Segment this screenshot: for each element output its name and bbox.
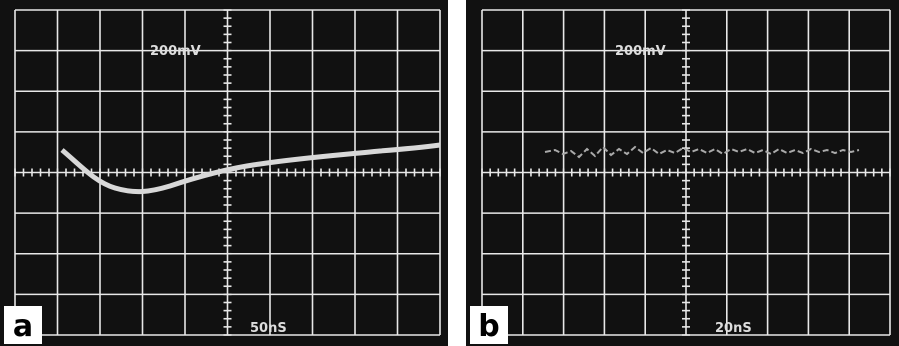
volts-label: 200mV	[150, 44, 201, 59]
page: 200mV 50nS a 200mV 20nS b (() => { const…	[0, 0, 899, 346]
panel-b: 200mV 20nS b	[466, 0, 899, 346]
figure: 200mV 50nS a 200mV 20nS b	[0, 0, 899, 346]
panel-a: 200mV 50nS a	[0, 0, 448, 346]
panel-label: b	[478, 309, 499, 344]
panel-label: a	[13, 309, 33, 344]
time-label: 50nS	[250, 321, 287, 336]
volts-label: 200mV	[615, 44, 666, 59]
time-label: 20nS	[715, 321, 752, 336]
